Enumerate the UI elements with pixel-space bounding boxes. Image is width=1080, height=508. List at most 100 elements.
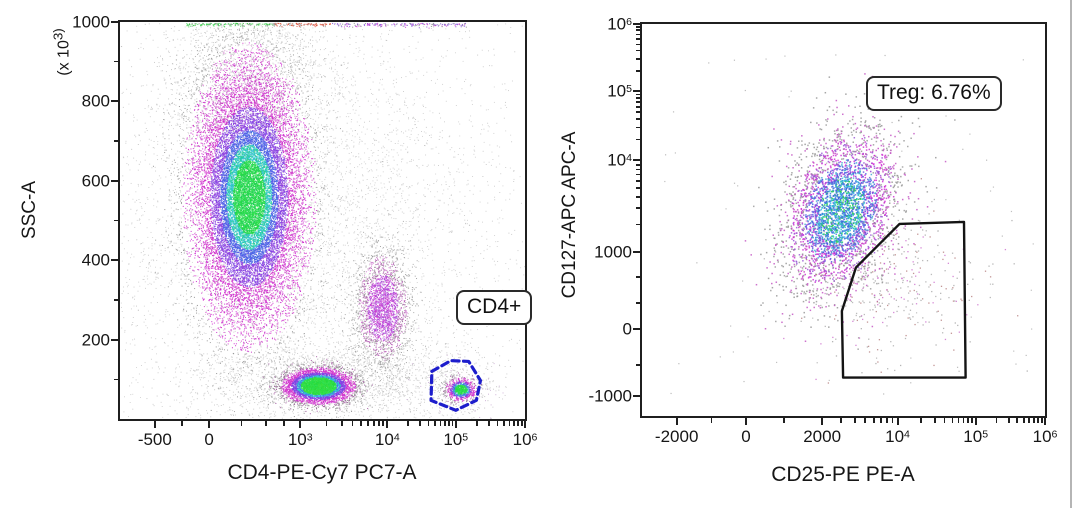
x-minor-tick bbox=[1016, 418, 1018, 423]
x-minor-tick bbox=[367, 421, 369, 426]
x-minor-tick bbox=[891, 418, 894, 423]
x-minor-tick bbox=[967, 418, 969, 423]
x-major-tick bbox=[153, 421, 156, 428]
y-tick-label: 1000 bbox=[594, 242, 632, 262]
x-minor-tick bbox=[943, 418, 946, 423]
x-minor-tick bbox=[517, 421, 519, 426]
x-minor-tick bbox=[853, 418, 856, 423]
y-minor-tick bbox=[635, 180, 640, 182]
y-major-tick bbox=[633, 90, 640, 93]
x-tick-label: -2000 bbox=[654, 427, 699, 446]
x-minor-tick bbox=[934, 418, 936, 423]
y-major-tick bbox=[633, 394, 640, 397]
y-minor-tick bbox=[113, 378, 118, 381]
x-minor-tick bbox=[957, 418, 960, 423]
cd4-gate-label: CD4+ bbox=[456, 290, 533, 326]
y-minor-tick bbox=[635, 43, 640, 46]
x-minor-tick bbox=[488, 421, 490, 426]
y-minor-tick bbox=[113, 299, 118, 301]
x-minor-tick bbox=[1028, 418, 1031, 423]
x-minor-tick bbox=[181, 421, 183, 426]
x-minor-tick bbox=[360, 421, 362, 426]
x-minor-tick bbox=[448, 421, 451, 426]
y-major-tick bbox=[111, 338, 118, 341]
x-minor-tick bbox=[995, 418, 998, 423]
y-minor-tick bbox=[635, 97, 640, 99]
y-minor-tick bbox=[635, 93, 640, 96]
y-tick-label: 104 bbox=[607, 150, 632, 170]
y-minor-tick bbox=[635, 105, 640, 108]
x-minor-tick bbox=[439, 421, 442, 426]
x-minor-tick bbox=[1033, 418, 1035, 423]
x-minor-tick bbox=[419, 421, 421, 426]
x-minor-tick bbox=[520, 421, 523, 426]
y-major-tick bbox=[111, 259, 118, 262]
x-minor-tick bbox=[451, 421, 454, 426]
y-major-tick bbox=[633, 23, 640, 25]
x-minor-tick bbox=[283, 421, 285, 426]
x-minor-tick bbox=[951, 418, 954, 423]
x-minor-tick bbox=[325, 421, 328, 426]
figure-right-border bbox=[1070, 0, 1072, 508]
x-major-tick bbox=[821, 418, 824, 425]
x-minor-tick bbox=[265, 421, 267, 426]
y-major-tick bbox=[633, 159, 640, 162]
y-tick-label: -1000 bbox=[588, 386, 632, 406]
left-plot: CD4+ bbox=[118, 20, 533, 421]
y-minor-tick bbox=[113, 60, 118, 63]
x-minor-tick bbox=[434, 421, 436, 426]
x-minor-tick bbox=[840, 418, 842, 423]
x-minor-tick bbox=[1040, 418, 1043, 423]
x-tick-label: 103 bbox=[287, 430, 313, 449]
y-tick-label: 200 bbox=[81, 330, 110, 350]
y-minor-tick bbox=[635, 138, 640, 141]
y-tick-label: 106 bbox=[607, 14, 632, 34]
x-minor-tick bbox=[351, 421, 354, 426]
y-major-tick bbox=[633, 250, 640, 253]
x-major-tick bbox=[896, 418, 899, 425]
x-minor-tick bbox=[872, 418, 875, 423]
y-minor-tick bbox=[635, 111, 640, 113]
x-minor-tick bbox=[508, 421, 511, 426]
y-minor-tick bbox=[635, 168, 640, 171]
x-minor-tick bbox=[1037, 418, 1039, 423]
x-minor-tick bbox=[971, 418, 973, 423]
x-minor-tick bbox=[382, 421, 385, 426]
y-tick-label: 800 bbox=[81, 91, 110, 111]
y-major-tick bbox=[111, 100, 118, 103]
x-tick-label: 104 bbox=[374, 430, 400, 449]
y-minor-tick bbox=[635, 196, 640, 198]
y-tick-label: 400 bbox=[81, 250, 110, 270]
x-minor-tick bbox=[407, 421, 409, 426]
y-minor-tick bbox=[635, 70, 640, 72]
x-minor-tick bbox=[373, 421, 375, 426]
x-minor-tick bbox=[1007, 418, 1010, 423]
left-x-axis-title: CD4-PE-Cy7 PC7-A bbox=[227, 461, 417, 484]
treg-stat-label: Treg: 6.76% bbox=[866, 76, 1002, 112]
x-tick-label: 2000 bbox=[803, 427, 842, 446]
x-minor-tick bbox=[513, 421, 515, 426]
x-tick-label: 105 bbox=[963, 427, 989, 446]
x-tick-label: -500 bbox=[137, 430, 172, 449]
x-tick-label: 106 bbox=[1032, 427, 1058, 446]
x-major-tick bbox=[524, 421, 526, 428]
y-minor-tick bbox=[635, 126, 640, 129]
x-minor-tick bbox=[783, 418, 785, 423]
x-minor-tick bbox=[886, 418, 888, 423]
y-major-tick bbox=[111, 21, 118, 23]
x-minor-tick bbox=[710, 418, 713, 423]
y-tick-label: 1000 bbox=[72, 12, 110, 32]
left-y-axis-unit: (x 103) bbox=[50, 28, 73, 76]
x-minor-tick bbox=[377, 421, 380, 426]
y-minor-tick bbox=[113, 219, 118, 222]
x-minor-tick bbox=[880, 418, 882, 423]
left-plot-canvas bbox=[120, 22, 525, 419]
y-major-tick bbox=[633, 327, 640, 330]
x-major-tick bbox=[744, 418, 747, 425]
x-major-tick bbox=[675, 418, 678, 425]
y-minor-tick bbox=[635, 276, 640, 279]
x-minor-tick bbox=[864, 418, 867, 423]
x-major-tick bbox=[386, 421, 389, 428]
y-minor-tick bbox=[635, 187, 640, 189]
